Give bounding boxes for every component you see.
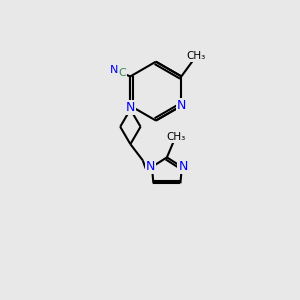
Text: CH₃: CH₃ — [166, 132, 185, 142]
Text: N: N — [177, 99, 186, 112]
Text: CH₃: CH₃ — [186, 51, 205, 61]
Text: N: N — [178, 160, 188, 173]
Text: N: N — [110, 65, 118, 75]
Text: N: N — [126, 101, 135, 114]
Text: N: N — [146, 160, 155, 173]
Text: C: C — [118, 68, 126, 78]
